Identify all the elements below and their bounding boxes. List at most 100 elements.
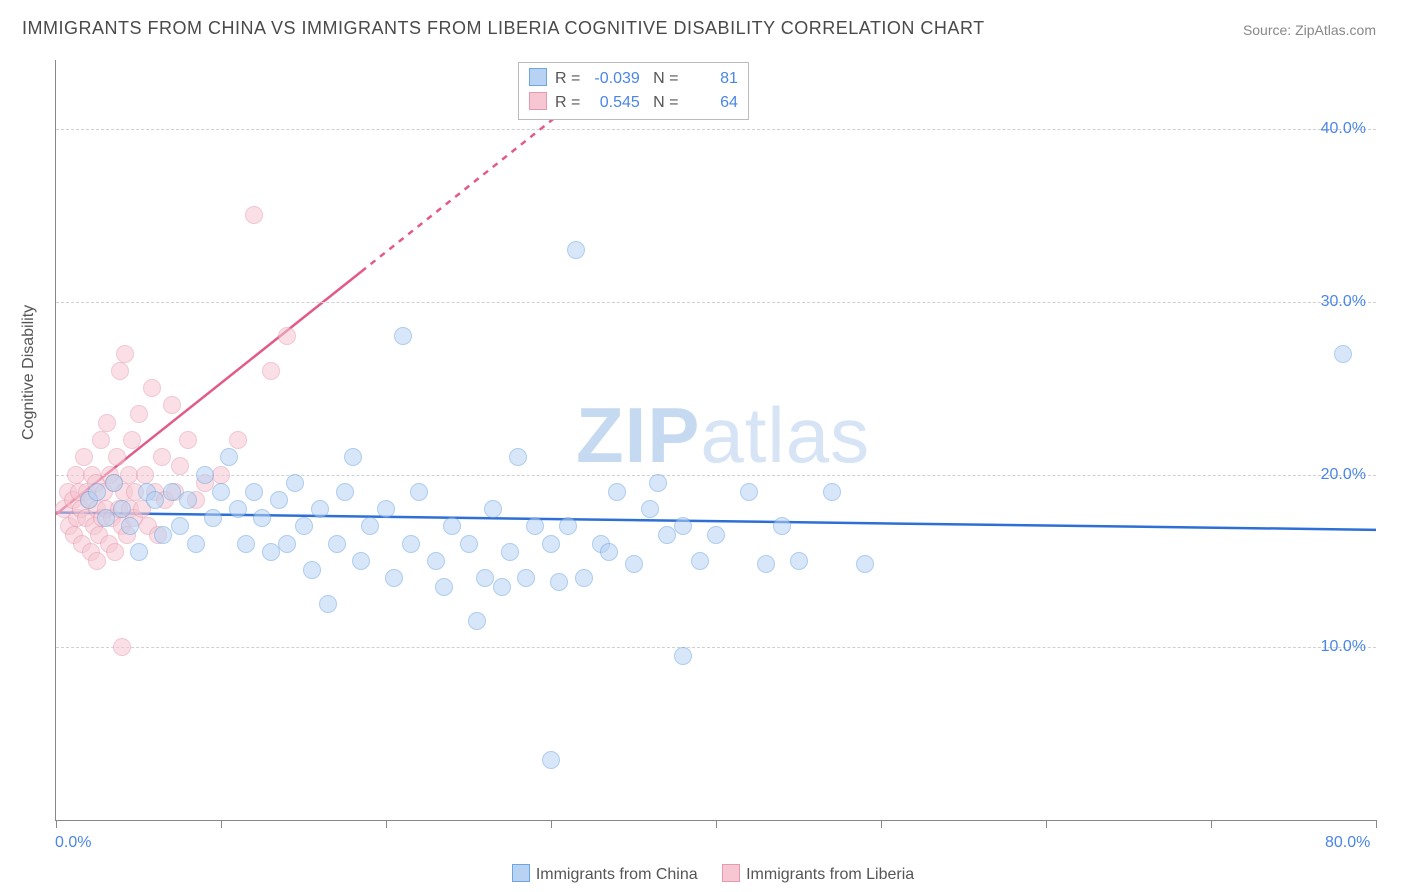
y-tick-label: 30.0%	[1321, 293, 1366, 311]
y-tick-label: 10.0%	[1321, 638, 1366, 656]
point-china	[88, 483, 106, 501]
gridline-h	[56, 475, 1376, 476]
point-china	[600, 543, 618, 561]
point-liberia	[171, 457, 189, 475]
point-china	[559, 517, 577, 535]
point-china	[163, 483, 181, 501]
x-tick	[551, 820, 552, 828]
point-china	[253, 509, 271, 527]
gridline-h	[56, 129, 1376, 130]
legend-swatch-b	[722, 864, 740, 882]
point-china	[220, 448, 238, 466]
point-liberia	[92, 431, 110, 449]
point-china	[658, 526, 676, 544]
point-china	[303, 561, 321, 579]
point-china	[336, 483, 354, 501]
x-tick	[1376, 820, 1377, 828]
point-china	[262, 543, 280, 561]
x-tick	[1211, 820, 1212, 828]
point-china	[319, 595, 337, 613]
point-china	[344, 448, 362, 466]
point-china	[468, 612, 486, 630]
point-china	[196, 466, 214, 484]
point-liberia	[88, 552, 106, 570]
point-china	[435, 578, 453, 596]
point-china	[567, 241, 585, 259]
point-china	[394, 327, 412, 345]
point-china	[509, 448, 527, 466]
point-china	[493, 578, 511, 596]
point-china	[1334, 345, 1352, 363]
point-china	[410, 483, 428, 501]
point-china	[286, 474, 304, 492]
point-liberia	[116, 345, 134, 363]
point-china	[501, 543, 519, 561]
point-china	[740, 483, 758, 501]
x-tick	[716, 820, 717, 828]
stats-swatch	[529, 68, 547, 86]
point-liberia	[143, 379, 161, 397]
x-tick	[56, 820, 57, 828]
point-china	[460, 535, 478, 553]
point-liberia	[136, 466, 154, 484]
point-china	[402, 535, 420, 553]
point-china	[691, 552, 709, 570]
point-china	[542, 751, 560, 769]
point-china	[130, 543, 148, 561]
point-china	[171, 517, 189, 535]
point-liberia	[130, 405, 148, 423]
point-china	[856, 555, 874, 573]
point-china	[773, 517, 791, 535]
point-china	[352, 552, 370, 570]
stats-row: R = 0.545 N = 64	[529, 91, 738, 115]
point-liberia	[163, 396, 181, 414]
point-china	[484, 500, 502, 518]
point-china	[526, 517, 544, 535]
point-china	[229, 500, 247, 518]
point-china	[245, 483, 263, 501]
point-liberia	[75, 448, 93, 466]
point-china	[641, 500, 659, 518]
point-liberia	[106, 543, 124, 561]
point-liberia	[111, 362, 129, 380]
point-china	[212, 483, 230, 501]
source-label: Source: ZipAtlas.com	[1243, 22, 1376, 38]
x-tick	[221, 820, 222, 828]
legend-bottom: Immigrants from China Immigrants from Li…	[0, 864, 1406, 884]
y-tick-label: 40.0%	[1321, 120, 1366, 138]
point-liberia	[123, 431, 141, 449]
watermark: ZIPatlas	[576, 390, 870, 481]
point-liberia	[212, 466, 230, 484]
point-china	[790, 552, 808, 570]
y-axis-label: Cognitive Disability	[20, 305, 38, 440]
point-china	[328, 535, 346, 553]
y-tick-label: 20.0%	[1321, 466, 1366, 484]
point-china	[649, 474, 667, 492]
point-liberia	[108, 448, 126, 466]
point-china	[377, 500, 395, 518]
point-china	[237, 535, 255, 553]
plot-area: ZIPatlas R = -0.039 N = 81R = 0.545 N = …	[55, 60, 1376, 821]
point-china	[187, 535, 205, 553]
point-liberia	[262, 362, 280, 380]
point-china	[427, 552, 445, 570]
point-china	[97, 509, 115, 527]
point-china	[121, 517, 139, 535]
point-liberia	[229, 431, 247, 449]
x-tick	[1046, 820, 1047, 828]
point-china	[385, 569, 403, 587]
point-china	[295, 517, 313, 535]
point-china	[154, 526, 172, 544]
point-china	[278, 535, 296, 553]
point-liberia	[179, 431, 197, 449]
point-china	[146, 491, 164, 509]
point-china	[757, 555, 775, 573]
watermark-bold: ZIP	[576, 391, 700, 479]
legend-label-a: Immigrants from China	[536, 866, 698, 883]
point-liberia	[113, 638, 131, 656]
stats-legend-box: R = -0.039 N = 81R = 0.545 N = 64	[518, 62, 749, 120]
point-china	[608, 483, 626, 501]
point-liberia	[153, 448, 171, 466]
point-china	[179, 491, 197, 509]
point-china	[113, 500, 131, 518]
